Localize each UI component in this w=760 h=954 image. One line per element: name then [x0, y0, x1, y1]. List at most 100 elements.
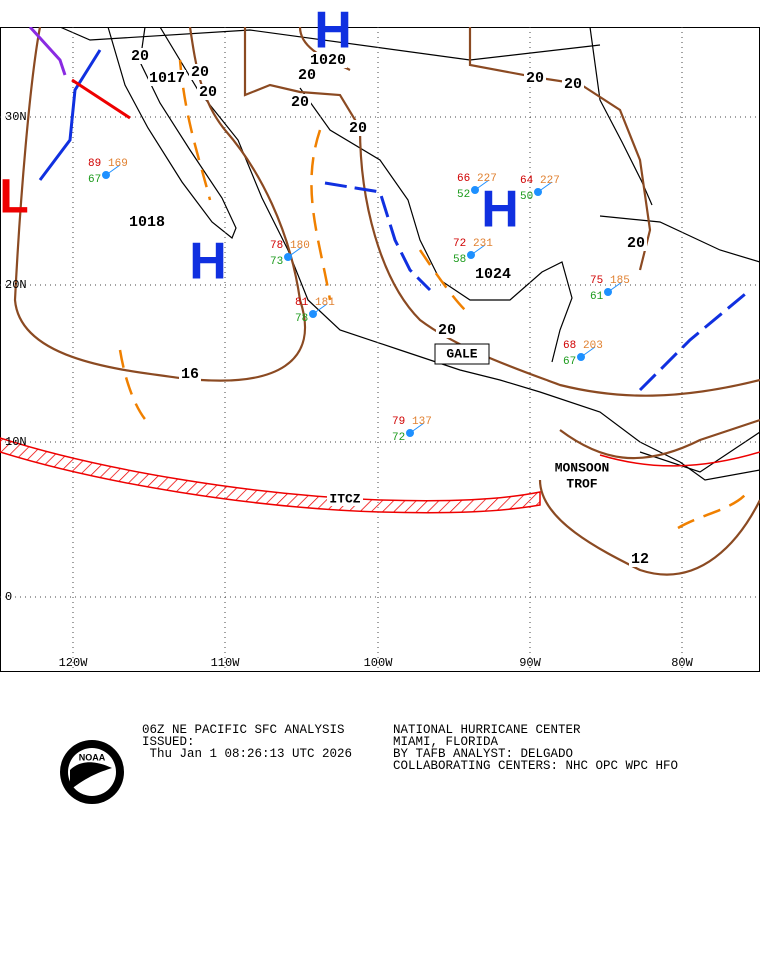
isobar-label: 20 [131, 48, 149, 65]
station-pressure: 203 [583, 340, 603, 352]
footer-line: 06Z NE PACIFIC SFC ANALYSIS [142, 723, 345, 737]
isobar-label-bg [289, 94, 311, 110]
isobar-label-bg [309, 52, 347, 68]
footer-line: COLLABORATING CENTERS: NHC OPC WPC HFO [393, 759, 679, 773]
lon-label: 120W [59, 656, 89, 670]
isobar-label-bg [625, 235, 647, 251]
feature-label: ITCZ [329, 491, 360, 506]
feature-label: TROF [566, 476, 597, 491]
station-dewpoint: 58 [453, 254, 466, 266]
high-pressure: H [314, 2, 352, 60]
grid [0, 27, 760, 672]
station-pressure: 185 [610, 275, 630, 287]
station-dewpoint: 72 [392, 432, 405, 444]
station-pressure: 227 [540, 175, 560, 187]
logo-bird [70, 762, 112, 790]
isobar-label: 1024 [475, 266, 511, 283]
isobar-label-bg [129, 48, 151, 64]
isobar-label: 20 [199, 84, 217, 101]
station-pressure: 169 [108, 158, 128, 170]
station-dewpoint: 61 [590, 291, 604, 303]
wind-barb [409, 422, 425, 434]
station-temp: 81 [295, 297, 309, 309]
wind-barb [580, 346, 596, 358]
station-dewpoint: 78 [295, 313, 308, 325]
station-temp: 72 [453, 238, 466, 250]
isobar-label-bg [347, 120, 369, 136]
wind-barb [474, 179, 490, 191]
feature-bg [552, 461, 612, 475]
station-dewpoint: 67 [563, 356, 576, 368]
lon-label: 80W [671, 656, 693, 670]
station-dewpoint: 67 [88, 174, 101, 186]
cold-front [38, 49, 102, 181]
station-temp: 68 [563, 340, 576, 352]
lon-label: 90W [519, 656, 541, 670]
gale-box [434, 343, 490, 365]
wind-barb [470, 244, 486, 256]
logo-text: NOAA [79, 752, 106, 762]
wind-barb [312, 303, 328, 315]
isobar-label-bg [524, 70, 546, 86]
low-pressure: L [0, 171, 29, 224]
isobar-label: 1017 [149, 70, 185, 87]
isobar-label: 20 [526, 70, 544, 87]
footer-line: Thu Jan 1 08:26:13 UTC 2026 [142, 747, 353, 761]
feature-bg [327, 492, 363, 506]
isobar-label: 20 [564, 76, 582, 93]
station-temp: 79 [392, 416, 405, 428]
isobar-label: 20 [298, 67, 316, 84]
station-temp: 89 [88, 158, 101, 170]
isobar-label-bg [436, 322, 458, 338]
isobar-label: 1020 [310, 52, 346, 69]
stationary-front [638, 288, 751, 392]
station-dewpoint: 50 [520, 191, 533, 203]
wind-barb [287, 246, 303, 258]
isobar-label: 20 [191, 64, 209, 81]
isobar-label-bg [197, 84, 219, 100]
isobar-label-bg [128, 214, 166, 230]
wind-barb [537, 181, 553, 193]
stationary-front [324, 181, 432, 292]
isobar-label-bg [474, 266, 512, 282]
wind-barb [105, 164, 121, 176]
station-pressure: 180 [290, 240, 310, 252]
station-pressure: 181 [315, 297, 335, 309]
isobar-label-bg [148, 70, 186, 86]
map-frame [0, 27, 760, 672]
station-pressure: 231 [473, 238, 493, 250]
feature-bg [564, 477, 600, 491]
isobar-label: 20 [438, 322, 456, 339]
footer-line: BY TAFB ANALYST: DELGADO [393, 747, 574, 761]
monsoon-trough [599, 451, 760, 467]
station-dewpoint: 73 [270, 256, 283, 268]
feature-label: GALE [446, 346, 477, 361]
isobar-label: 20 [291, 94, 309, 111]
occluded-front [28, 27, 67, 76]
station-temp: 64 [520, 175, 534, 187]
lat-label: 20N [5, 278, 27, 292]
troughs [118, 59, 746, 530]
isobar-label: 20 [627, 235, 645, 252]
footer-line: NATIONAL HURRICANE CENTER [393, 723, 581, 737]
coastlines [59, 27, 760, 481]
isobar-label: 16 [181, 366, 199, 383]
station-temp: 78 [270, 240, 283, 252]
isobar-label: 12 [631, 551, 649, 568]
isobar-label-bg [562, 76, 584, 92]
lon-label: 100W [364, 656, 394, 670]
high-pressure: H [189, 233, 227, 291]
isobar-label-bg [179, 366, 201, 382]
footer-line: ISSUED: [142, 735, 195, 749]
isobar-label: 1018 [129, 214, 165, 231]
isobar-label: 20 [349, 120, 367, 137]
station-temp: 75 [590, 275, 603, 287]
warm-front [71, 78, 131, 120]
isobar-label-bg [189, 64, 211, 80]
station-temp: 66 [457, 173, 470, 185]
station-dewpoint: 52 [457, 189, 470, 201]
station-pressure: 227 [477, 173, 497, 185]
wind-barb [607, 281, 623, 293]
